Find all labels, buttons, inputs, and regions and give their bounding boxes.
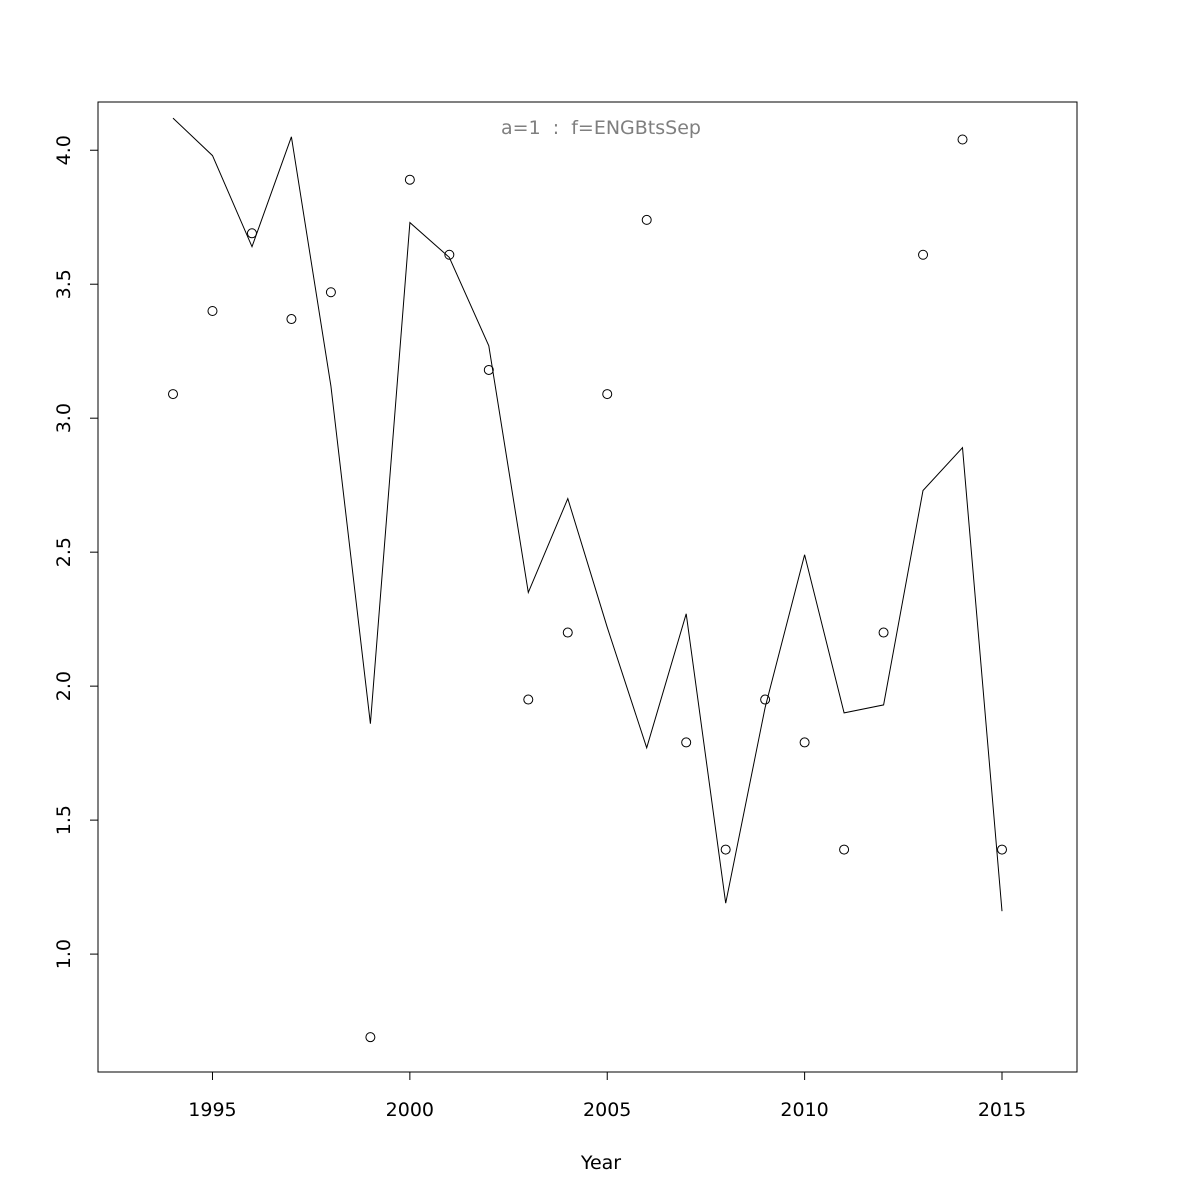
x-tick-label: 1995 <box>188 1099 236 1121</box>
y-tick-label: 4.0 <box>53 135 75 165</box>
observed-point <box>681 737 692 748</box>
y-axis: 1.0 1.5 2.0 2.5 3.0 3.5 4.0 <box>53 135 99 969</box>
observed-point <box>760 694 771 705</box>
observed-point <box>641 214 652 225</box>
observed-point <box>957 134 968 145</box>
fitted-line <box>172 117 1003 912</box>
observed-point <box>562 627 573 638</box>
observed-point <box>325 287 336 298</box>
observed-point <box>286 314 297 325</box>
observed-point <box>799 737 810 748</box>
observed-point <box>602 389 613 400</box>
x-tick-label: 2005 <box>583 1099 631 1121</box>
y-tick-label: 2.0 <box>53 671 75 701</box>
observed-point <box>207 306 218 317</box>
y-tick-label: 2.5 <box>53 537 75 567</box>
y-tick-label: 1.0 <box>53 939 75 969</box>
y-tick-label: 3.5 <box>53 269 75 299</box>
observed-point <box>365 1032 376 1043</box>
observed-point <box>996 844 1007 855</box>
y-tick-label: 3.0 <box>53 403 75 433</box>
x-axis-label: Year <box>580 1152 621 1174</box>
observed-point <box>404 174 415 185</box>
observed-point <box>523 694 534 705</box>
observed-point <box>246 228 257 239</box>
x-tick-label: 2000 <box>386 1099 434 1121</box>
y-tick-label: 1.5 <box>53 805 75 835</box>
plot-box <box>97 101 1078 1073</box>
observed-point <box>444 249 455 260</box>
chart-title: a=1 : f=ENGBtsSep <box>501 117 701 139</box>
x-axis: 1995 2000 2005 2010 2015 <box>188 1071 1026 1121</box>
x-tick-label: 2015 <box>978 1099 1026 1121</box>
observed-point <box>720 844 731 855</box>
x-tick-label: 2010 <box>780 1099 828 1121</box>
observed-point <box>878 627 889 638</box>
observed-point <box>839 844 850 855</box>
fitted-line-series <box>172 117 1003 912</box>
observed-points-series <box>168 134 1007 1043</box>
observed-point <box>918 249 929 260</box>
observed-point <box>168 389 179 400</box>
observed-point <box>483 364 494 375</box>
